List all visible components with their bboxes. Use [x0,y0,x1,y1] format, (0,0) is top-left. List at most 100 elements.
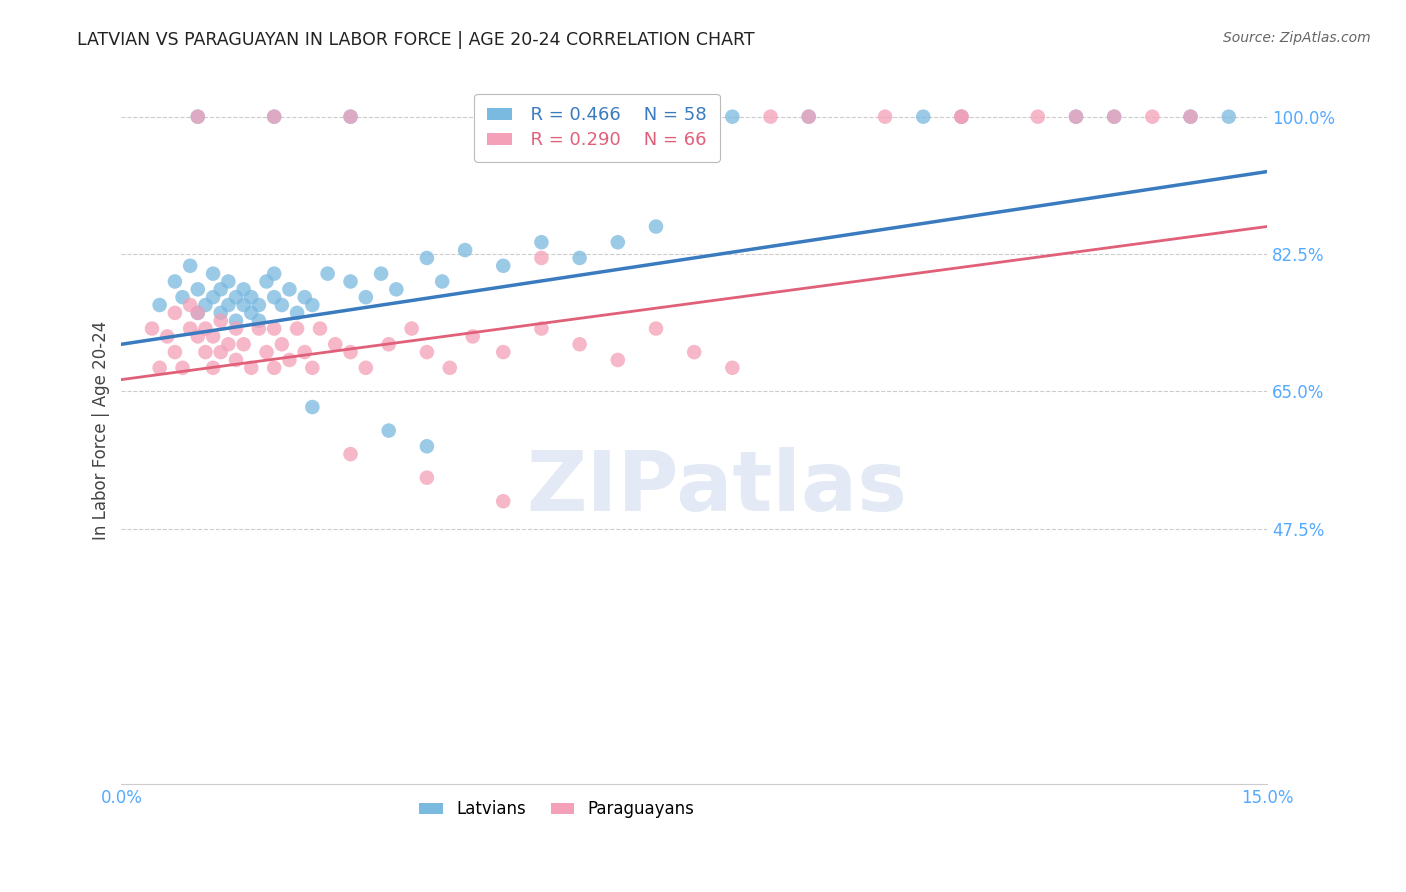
Point [606,353,628,368]
Point [270,337,292,351]
Point [492,110,515,124]
Point [416,471,439,485]
Point [172,360,194,375]
Point [439,360,461,375]
Point [416,439,439,453]
Point [232,298,254,312]
Point [385,282,408,296]
Point [492,259,515,273]
Point [301,298,323,312]
Point [797,110,820,124]
Point [1102,110,1125,124]
Point [240,360,263,375]
Point [530,321,553,335]
Point [202,329,225,343]
Point [263,110,285,124]
Text: Source: ZipAtlas.com: Source: ZipAtlas.com [1223,31,1371,45]
Point [179,298,201,312]
Point [163,275,186,289]
Point [683,110,706,124]
Point [1064,110,1087,124]
Point [278,282,301,296]
Point [172,290,194,304]
Point [240,290,263,304]
Point [1064,110,1087,124]
Point [202,360,225,375]
Point [1026,110,1049,124]
Point [179,259,201,273]
Point [339,275,361,289]
Point [339,110,361,124]
Point [492,110,515,124]
Point [202,267,225,281]
Point [217,298,239,312]
Point [187,306,209,320]
Point [209,345,232,359]
Point [209,314,232,328]
Legend: Latvians, Paraguayans: Latvians, Paraguayans [412,794,700,825]
Point [759,110,782,124]
Point [339,345,361,359]
Point [797,110,820,124]
Point [683,345,706,359]
Point [209,306,232,320]
Point [209,282,232,296]
Point [247,314,270,328]
Point [568,251,591,265]
Point [232,337,254,351]
Point [270,298,292,312]
Point [217,337,239,351]
Point [1180,110,1202,124]
Point [225,321,247,335]
Point [568,110,591,124]
Point [354,360,377,375]
Y-axis label: In Labor Force | Age 20-24: In Labor Force | Age 20-24 [93,321,110,541]
Point [316,267,339,281]
Point [156,329,179,343]
Point [187,329,209,343]
Point [454,243,477,257]
Text: LATVIAN VS PARAGUAYAN IN LABOR FORCE | AGE 20-24 CORRELATION CHART: LATVIAN VS PARAGUAYAN IN LABOR FORCE | A… [77,31,755,49]
Point [370,267,392,281]
Point [875,110,897,124]
Point [294,345,316,359]
Point [950,110,973,124]
Point [377,337,399,351]
Point [141,321,163,335]
Point [430,275,453,289]
Point [323,337,346,351]
Point [377,424,399,438]
Point [950,110,973,124]
Point [217,275,239,289]
Point [247,298,270,312]
Point [232,282,254,296]
Point [530,235,553,250]
Point [285,306,308,320]
Point [301,360,323,375]
Point [912,110,935,124]
Text: ZIPatlas: ZIPatlas [527,447,908,527]
Point [149,298,172,312]
Point [194,345,217,359]
Point [645,321,668,335]
Point [194,298,217,312]
Point [240,306,263,320]
Point [225,353,247,368]
Point [606,235,628,250]
Point [721,360,744,375]
Point [187,282,209,296]
Point [256,275,278,289]
Point [492,494,515,508]
Point [187,306,209,320]
Point [263,110,285,124]
Point [461,329,484,343]
Point [1180,110,1202,124]
Point [263,267,285,281]
Point [285,321,308,335]
Point [149,360,172,375]
Point [294,290,316,304]
Point [309,321,332,335]
Point [263,290,285,304]
Point [1102,110,1125,124]
Point [645,219,668,234]
